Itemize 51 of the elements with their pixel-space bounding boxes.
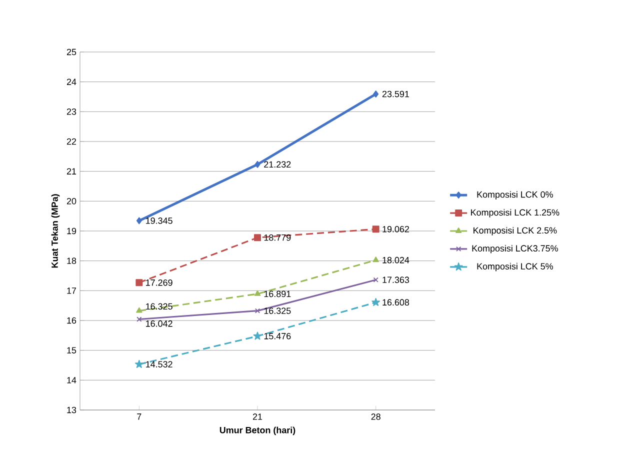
legend-label: Komposisi LCK 0% [477,191,553,200]
legend-label: Komposisi LCK3.75% [472,244,558,254]
y-axis-title: Kuat Tekan (MPa) [51,194,60,268]
y-tick-label: 19 [67,228,76,234]
y-tick-label: 25 [66,48,76,56]
data-label: 14.532 [146,361,172,368]
point [373,90,379,98]
point [253,332,262,340]
data-label: 16.608 [382,299,410,306]
y-tick-label: 13 [67,406,76,414]
point [136,307,142,313]
x-tick-label: 28 [371,414,380,420]
data-label: 16.325 [146,303,172,310]
data-label: 16.325 [264,308,291,314]
point [372,256,379,262]
point [254,234,261,242]
y-tick-label: 21 [66,168,76,174]
y-tick-label: 22 [66,138,76,145]
point [134,360,144,368]
data-label: 15.476 [264,332,291,340]
data-label: 18.779 [264,234,291,241]
y-tick-label: 16 [67,317,76,324]
legend-label: Komposisi LCK 5% [477,262,553,272]
data-label: 21.232 [264,161,291,168]
y-tick-label: 20 [66,198,76,204]
point [372,226,380,233]
data-label: 17.363 [382,276,410,284]
y-tick-label: 23 [66,108,76,115]
point [254,308,260,314]
data-label: 23.591 [382,90,409,98]
legend-label: Komposisi LCK 2.5% [474,227,557,236]
point [136,217,142,224]
x-tick-label: 21 [252,414,262,420]
data-label: 18.024 [382,256,410,264]
x-tick-label: 7 [137,414,142,420]
data-label: 16.891 [264,290,291,298]
legend-label: Komposisi LCK 1.25% [471,209,560,218]
data-label: 16.042 [146,320,172,327]
point [254,290,261,296]
x-axis-title: Umur Beton (hari) [220,426,296,436]
data-label: 19.062 [382,226,409,232]
data-label: 17.269 [146,279,172,286]
point [372,298,380,306]
y-tick-label: 14 [67,377,76,384]
data-label: 19.345 [146,218,172,224]
y-tick-label: 15 [67,347,76,354]
point [136,279,143,286]
point [254,160,260,168]
y-tick-label: 18 [67,258,76,264]
y-tick-label: 24 [66,78,76,85]
y-tick-label: 17 [67,288,76,294]
